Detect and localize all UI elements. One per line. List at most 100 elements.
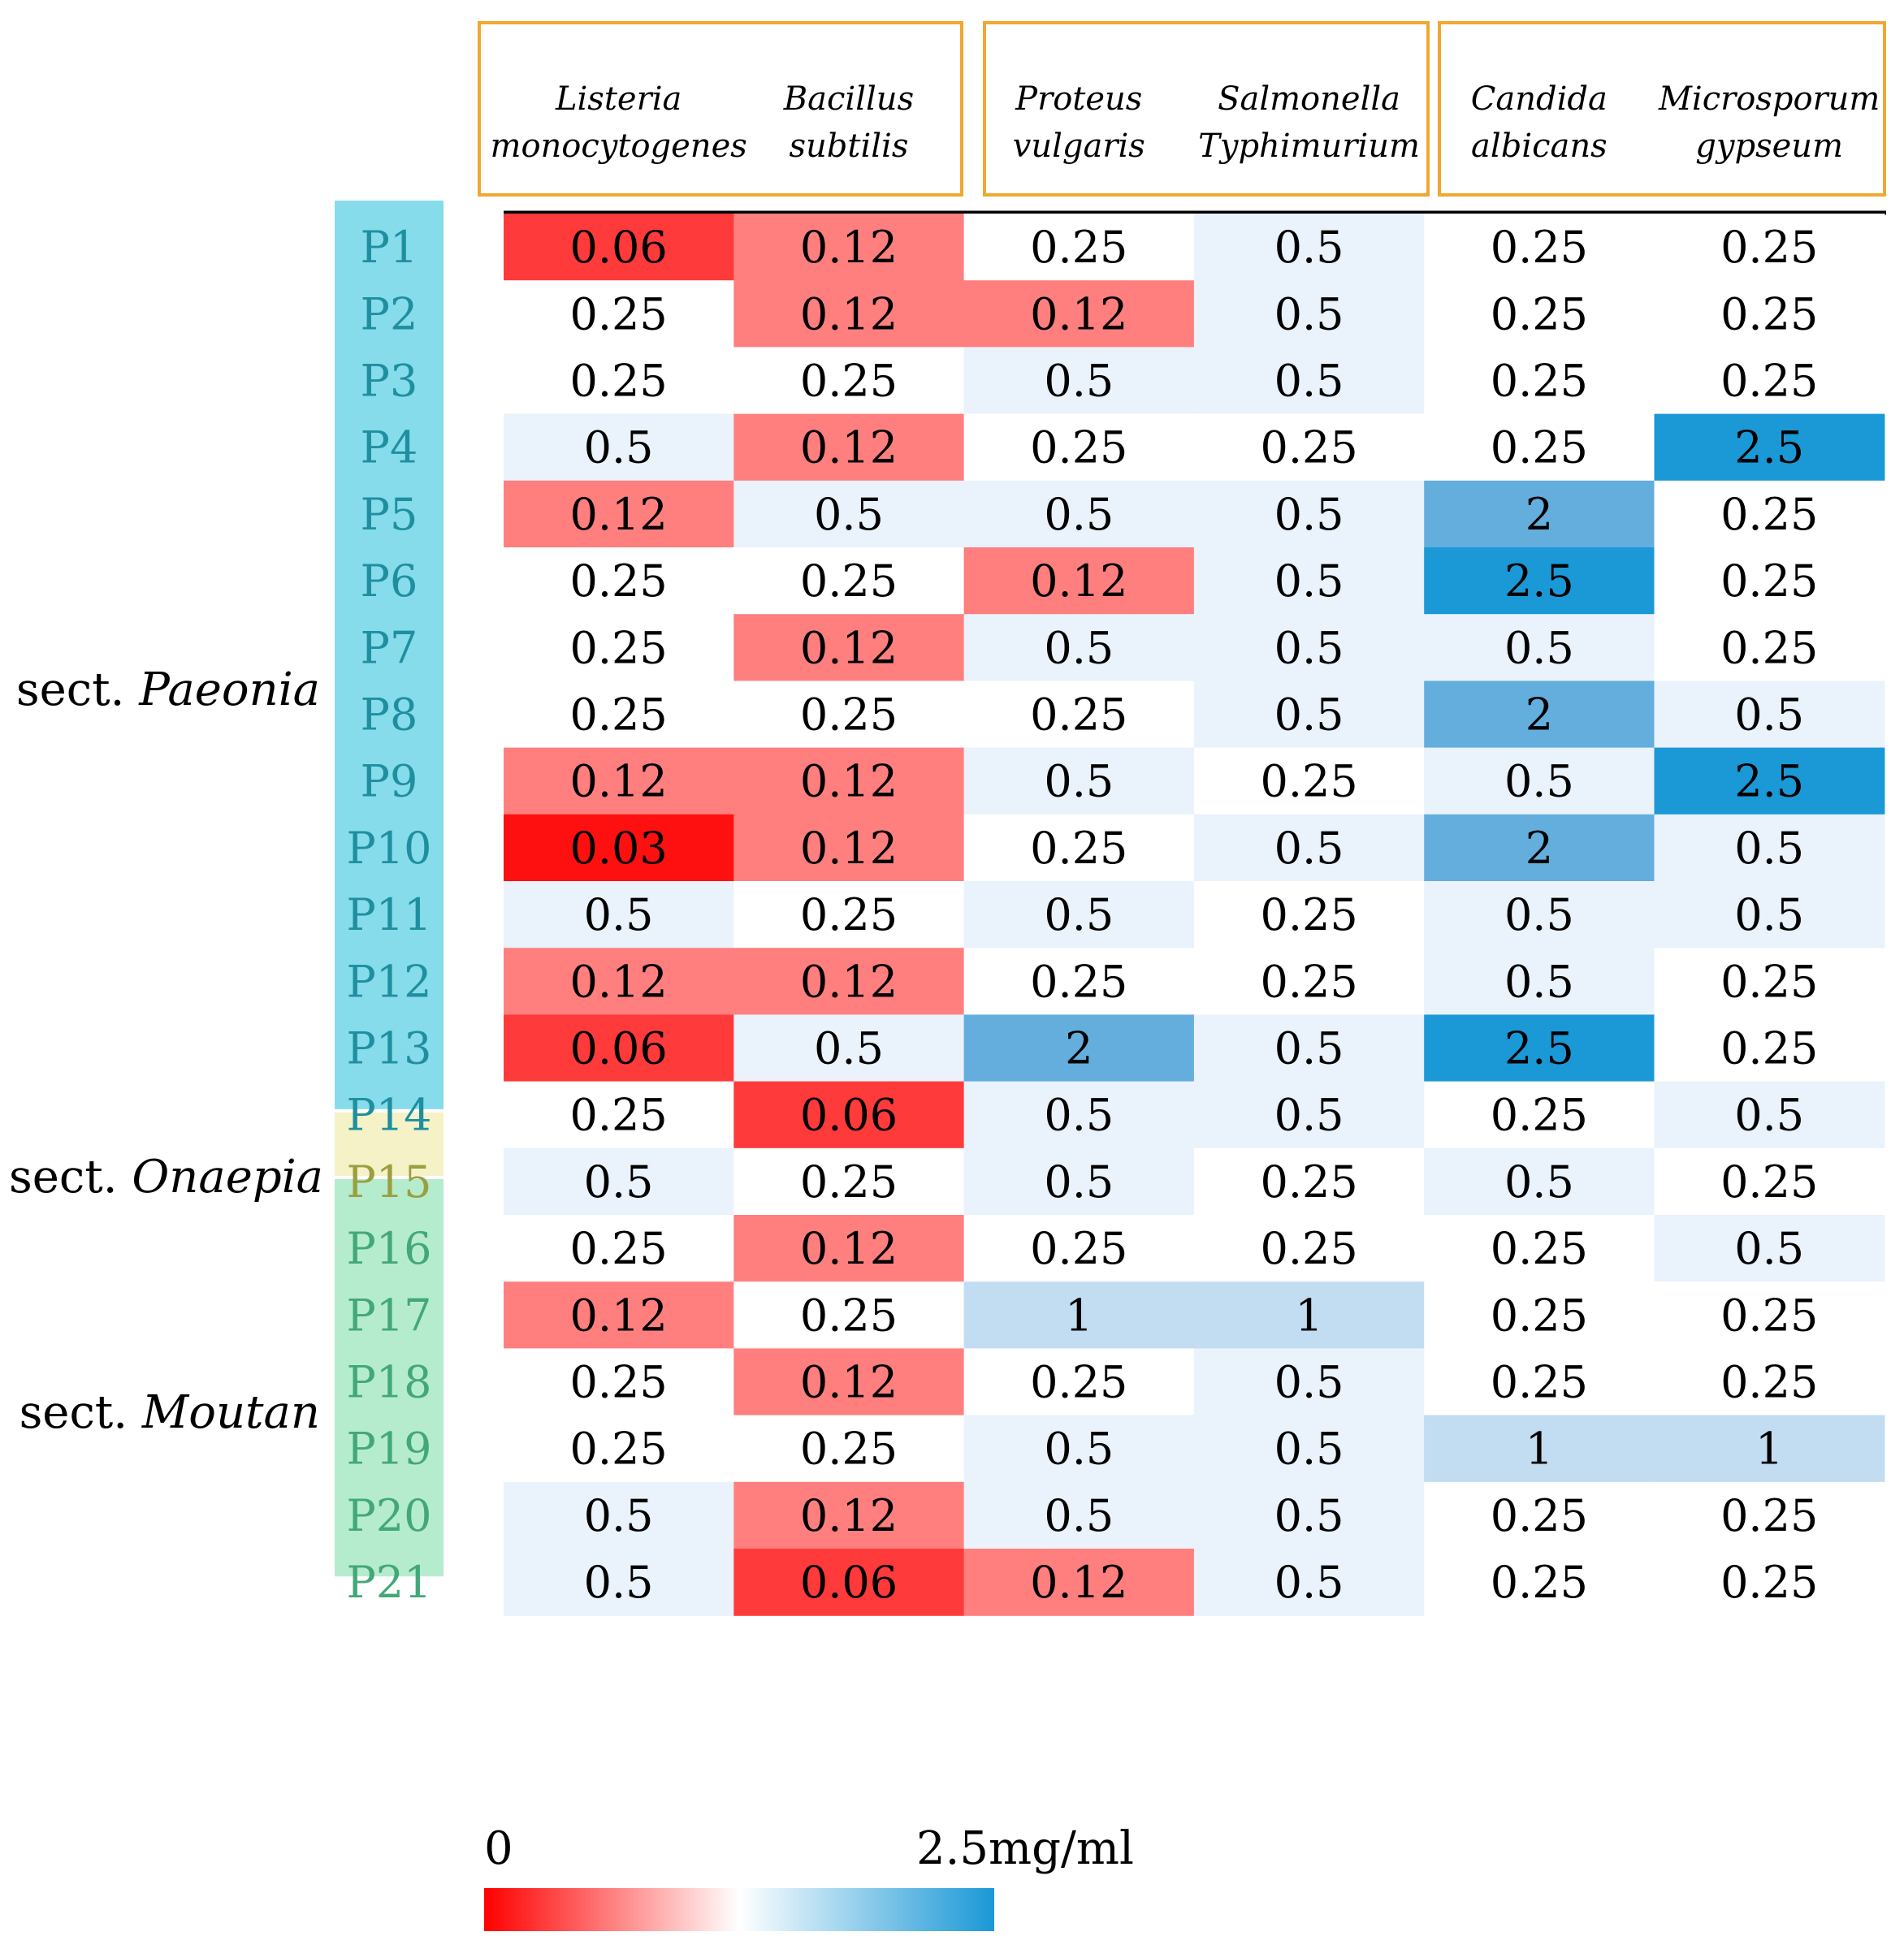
cell-value-label: 0.5 — [1274, 622, 1344, 673]
cell-value-label: 0.25 — [1260, 956, 1357, 1007]
cell-value-label: 0.5 — [1504, 956, 1574, 1007]
heatmap-cell — [1424, 1281, 1655, 1349]
colorbar-gradient — [484, 1888, 994, 1931]
cell-value-label: 0.5 — [1274, 288, 1344, 339]
cell-value-label: 0.12 — [569, 756, 667, 807]
heatmap-cell — [1424, 948, 1655, 1015]
row-label: P11 — [346, 889, 431, 940]
cell-value-label: 0.25 — [1720, 1490, 1818, 1541]
cell-value-label: 2 — [1525, 689, 1553, 741]
heatmap-cell — [1654, 480, 1885, 548]
cell-value-label: 0.5 — [1734, 1090, 1804, 1141]
cell-value-label: 0.25 — [1491, 1557, 1588, 1608]
heatmap-cell — [733, 747, 965, 815]
heatmap-cell — [1193, 1081, 1425, 1149]
heatmap-cell — [1193, 480, 1425, 548]
heatmap-cell — [1424, 814, 1655, 882]
heatmap-cell — [733, 480, 965, 548]
cell-value-label: 1 — [1755, 1424, 1783, 1475]
column-header: Listeria monocytogenes — [491, 80, 747, 165]
heatmap-cell-layer: 0.06 0.12 0.25 0.5 0.25 0.25 0.25 0.12 0.12 0.5 0.… — [504, 214, 1885, 1616]
heatmap-cell — [1424, 214, 1655, 281]
heatmap-cell — [504, 1147, 734, 1216]
heatmap-cell — [1424, 681, 1655, 749]
cell-value-label: 0.25 — [569, 689, 667, 741]
cell-value-label: 0.25 — [1030, 823, 1127, 874]
cell-value-label: 0.06 — [569, 1023, 667, 1074]
row-label: P4 — [361, 422, 418, 473]
heatmap-cell — [1654, 814, 1885, 882]
cell-value-label: 0.5 — [1274, 489, 1344, 540]
cell-value-label: 0.12 — [800, 756, 898, 807]
cell-value-label: 0.25 — [800, 1156, 898, 1208]
heatmap-cell — [963, 814, 1195, 882]
heatmap-cell — [504, 814, 734, 882]
cell-value-label: 2.5 — [1734, 422, 1804, 473]
cell-value-label: 0.25 — [569, 288, 667, 339]
cell-value-label: 2.5 — [1504, 555, 1574, 607]
heatmap-cell — [504, 1215, 734, 1282]
heatmap-cell — [1424, 747, 1655, 815]
heatmap-cell — [504, 1549, 734, 1616]
row-label: P19 — [346, 1424, 431, 1475]
heatmap-cell — [733, 1348, 965, 1416]
heatmap-cell — [504, 1415, 734, 1483]
heatmap-cell — [1654, 1415, 1885, 1483]
cell-value-label: 0.5 — [1274, 1557, 1344, 1608]
cell-value-label: 0.25 — [1720, 622, 1818, 673]
heatmap-cell — [963, 1415, 1195, 1483]
cell-value-label: 0.25 — [1491, 356, 1588, 407]
column-group-box-3 — [1438, 21, 1886, 197]
heatmap-cell — [1424, 1481, 1655, 1549]
row-label: P16 — [346, 1223, 431, 1274]
column-header-layer: Listeria monocytogenes Bacillus subtilis Pro… — [478, 21, 1886, 215]
row-group-band-3 — [335, 1179, 444, 1577]
cell-value-label: 0.06 — [800, 1557, 898, 1608]
heatmap-cell — [1424, 614, 1655, 681]
heatmap-cell — [504, 347, 734, 415]
heatmap-cell — [1193, 881, 1425, 949]
heatmap-cell — [1654, 1549, 1885, 1616]
cell-value-label: 0.25 — [1491, 1090, 1588, 1141]
cell-value-label: 0.5 — [584, 422, 654, 473]
cell-value-label: 0.5 — [1274, 823, 1344, 874]
heatmap-cell — [733, 280, 965, 348]
cell-value-label: 0.25 — [569, 1424, 667, 1475]
cell-value-label: 0.25 — [1260, 889, 1357, 940]
cell-value-label: 0.25 — [1030, 689, 1127, 741]
heatmap-cell — [1424, 347, 1655, 415]
heatmap-cell — [1193, 347, 1425, 415]
row-group-label: sect. Paeonia — [16, 663, 320, 716]
heatmap-cell — [1193, 1481, 1425, 1549]
heatmap-cell — [1193, 1549, 1425, 1616]
cell-value-label: 0.25 — [800, 689, 898, 741]
heatmap-cell — [504, 480, 734, 548]
heatmap-cell — [1654, 614, 1885, 681]
cell-value-label: 0.5 — [1044, 756, 1114, 807]
cell-value-label: 0.5 — [1734, 823, 1804, 874]
cell-value-label: 0.12 — [800, 622, 898, 673]
heatmap-cell — [733, 614, 965, 681]
colorbar-max-label: 2.5mg/ml — [916, 1822, 1134, 1875]
cell-value-label: 0.5 — [1044, 489, 1114, 540]
cell-value-label: 0.25 — [1720, 356, 1818, 407]
cell-value-label: 0.5 — [1274, 1424, 1344, 1475]
heatmap-cell — [963, 214, 1195, 281]
heatmap-cell — [1193, 1415, 1425, 1483]
cell-value-label: 0.25 — [1720, 956, 1818, 1007]
row-label: P9 — [361, 756, 418, 807]
row-label: P7 — [361, 622, 418, 673]
heatmap-cell — [1654, 948, 1885, 1015]
cell-value-label: 0.5 — [1734, 889, 1804, 940]
row-label: P8 — [361, 689, 418, 741]
cell-value-label: 0.12 — [800, 1490, 898, 1541]
cell-value-label: 0.5 — [814, 489, 884, 540]
heatmap-cell — [963, 881, 1195, 949]
heatmap-cell — [963, 1147, 1195, 1216]
heatmap-cell — [1193, 814, 1425, 882]
cell-value-label: 1 — [1065, 1290, 1093, 1341]
cell-value-label: 0.5 — [1274, 1090, 1344, 1141]
row-group-label: sect. Onaepia — [9, 1151, 323, 1204]
heatmap-cell — [963, 480, 1195, 548]
